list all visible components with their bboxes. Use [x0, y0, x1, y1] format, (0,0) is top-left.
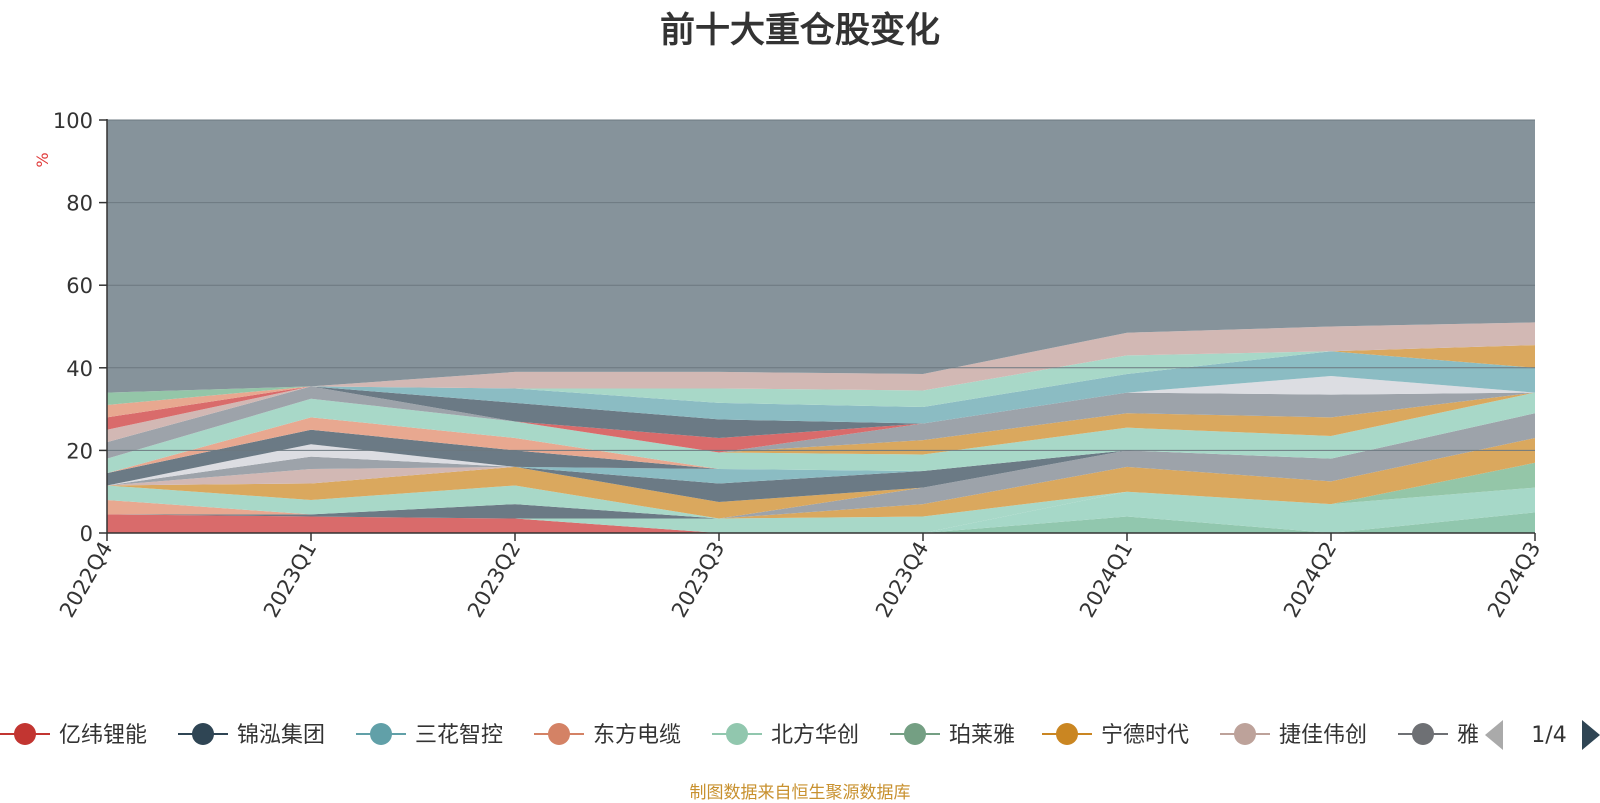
legend: 亿纬锂能 锦泓集团 三花智控 东方电缆 北方华创 珀莱雅 宁德时代 捷佳伟创 雅 1/4: [0, 720, 1600, 750]
area-series-25: [107, 351, 1535, 424]
legend-label: 珀莱雅: [949, 723, 1015, 748]
area-series-1: [107, 487, 1535, 533]
y-tick-label: 100: [53, 109, 93, 133]
x-tick-label: 2023Q1: [259, 538, 321, 622]
legend-circle-icon: [726, 723, 748, 745]
source-note: 制图数据来自恒生聚源数据库: [689, 783, 911, 803]
legend-item[interactable]: 宁德时代: [1042, 723, 1189, 748]
area-series-23: [107, 386, 1535, 439]
legend-label: 亿纬锂能: [59, 723, 147, 748]
area-series-30: [107, 322, 1535, 393]
y-axis-unit-label: %: [33, 152, 52, 167]
x-tick-label: 2023Q4: [871, 538, 933, 622]
x-tick-label: 2024Q1: [1075, 538, 1137, 622]
area-series-18: [107, 392, 1535, 474]
y-tick-label: 80: [66, 192, 93, 216]
y-tick-label: 20: [66, 439, 93, 463]
legend-label: 捷佳伟创: [1279, 723, 1367, 748]
legend-circle-icon: [904, 723, 926, 745]
area-series-27: [107, 351, 1535, 408]
legend-item[interactable]: 东方电缆: [534, 723, 681, 748]
area-series-3: [107, 462, 1535, 533]
x-tick-label: 2022Q4: [55, 538, 117, 622]
legend-item[interactable]: 三花智控: [356, 723, 503, 748]
area-series-19: [107, 392, 1535, 459]
area-series-5: [107, 438, 1535, 519]
x-tick-label: 2023Q3: [667, 538, 729, 622]
area-series-4: [107, 462, 1535, 533]
legend-circle-icon: [14, 723, 36, 745]
grid-lines: [107, 119, 1535, 451]
chart-title: 前十大重仓股变化: [659, 11, 940, 51]
legend-label: 雅: [1457, 723, 1479, 748]
area-series-11: [107, 413, 1535, 503]
y-tick-label: 40: [66, 357, 93, 381]
x-tick-label: 2024Q2: [1279, 538, 1341, 622]
area-series-15: [107, 413, 1535, 486]
area-series-20: [107, 386, 1535, 459]
legend-item[interactable]: 锦泓集团: [178, 723, 325, 748]
legend-page-indicator: 1/4: [1531, 723, 1566, 748]
y-tick-label: 60: [66, 274, 93, 298]
triangle-right-icon[interactable]: [1582, 720, 1600, 750]
legend-circle-icon: [1412, 723, 1434, 745]
legend-item[interactable]: 雅: [1398, 723, 1479, 748]
legend-item[interactable]: 捷佳伟创: [1220, 723, 1367, 748]
area-series-0: [107, 512, 1535, 533]
legend-item[interactable]: 珀莱雅: [890, 723, 1015, 748]
y-tick-label: 0: [80, 522, 93, 546]
legend-circle-icon: [192, 723, 214, 745]
legend-label: 宁德时代: [1101, 723, 1189, 748]
plot-areas: [107, 120, 1535, 533]
area-series-12: [107, 413, 1535, 486]
x-tick-label: 2023Q2: [463, 538, 525, 622]
legend-circle-icon: [1234, 723, 1256, 745]
area-series-28: [107, 345, 1535, 405]
legend-circle-icon: [548, 723, 570, 745]
legend-circle-icon: [370, 723, 392, 745]
legend-item[interactable]: 亿纬锂能: [0, 723, 147, 748]
legend-label: 三花智控: [415, 723, 503, 748]
area-series-6: [107, 413, 1535, 519]
legend-label: 锦泓集团: [237, 723, 325, 748]
area-series-13: [107, 413, 1535, 486]
area-remainder: [107, 120, 1535, 393]
legend-label: 东方电缆: [593, 723, 681, 748]
legend-items: 亿纬锂能 锦泓集团 三花智控 东方电缆 北方华创 珀莱雅 宁德时代 捷佳伟创 雅: [0, 723, 1479, 748]
x-tick-label: 2024Q3: [1483, 538, 1545, 622]
area-series-16: [107, 413, 1535, 486]
triangle-left-icon[interactable]: [1485, 720, 1503, 750]
legend-circle-icon: [1056, 723, 1078, 745]
area-series-10: [107, 413, 1535, 519]
legend-label: 北方华创: [771, 723, 859, 748]
legend-item[interactable]: 北方华创: [712, 723, 859, 748]
area-series-9: [107, 413, 1535, 519]
